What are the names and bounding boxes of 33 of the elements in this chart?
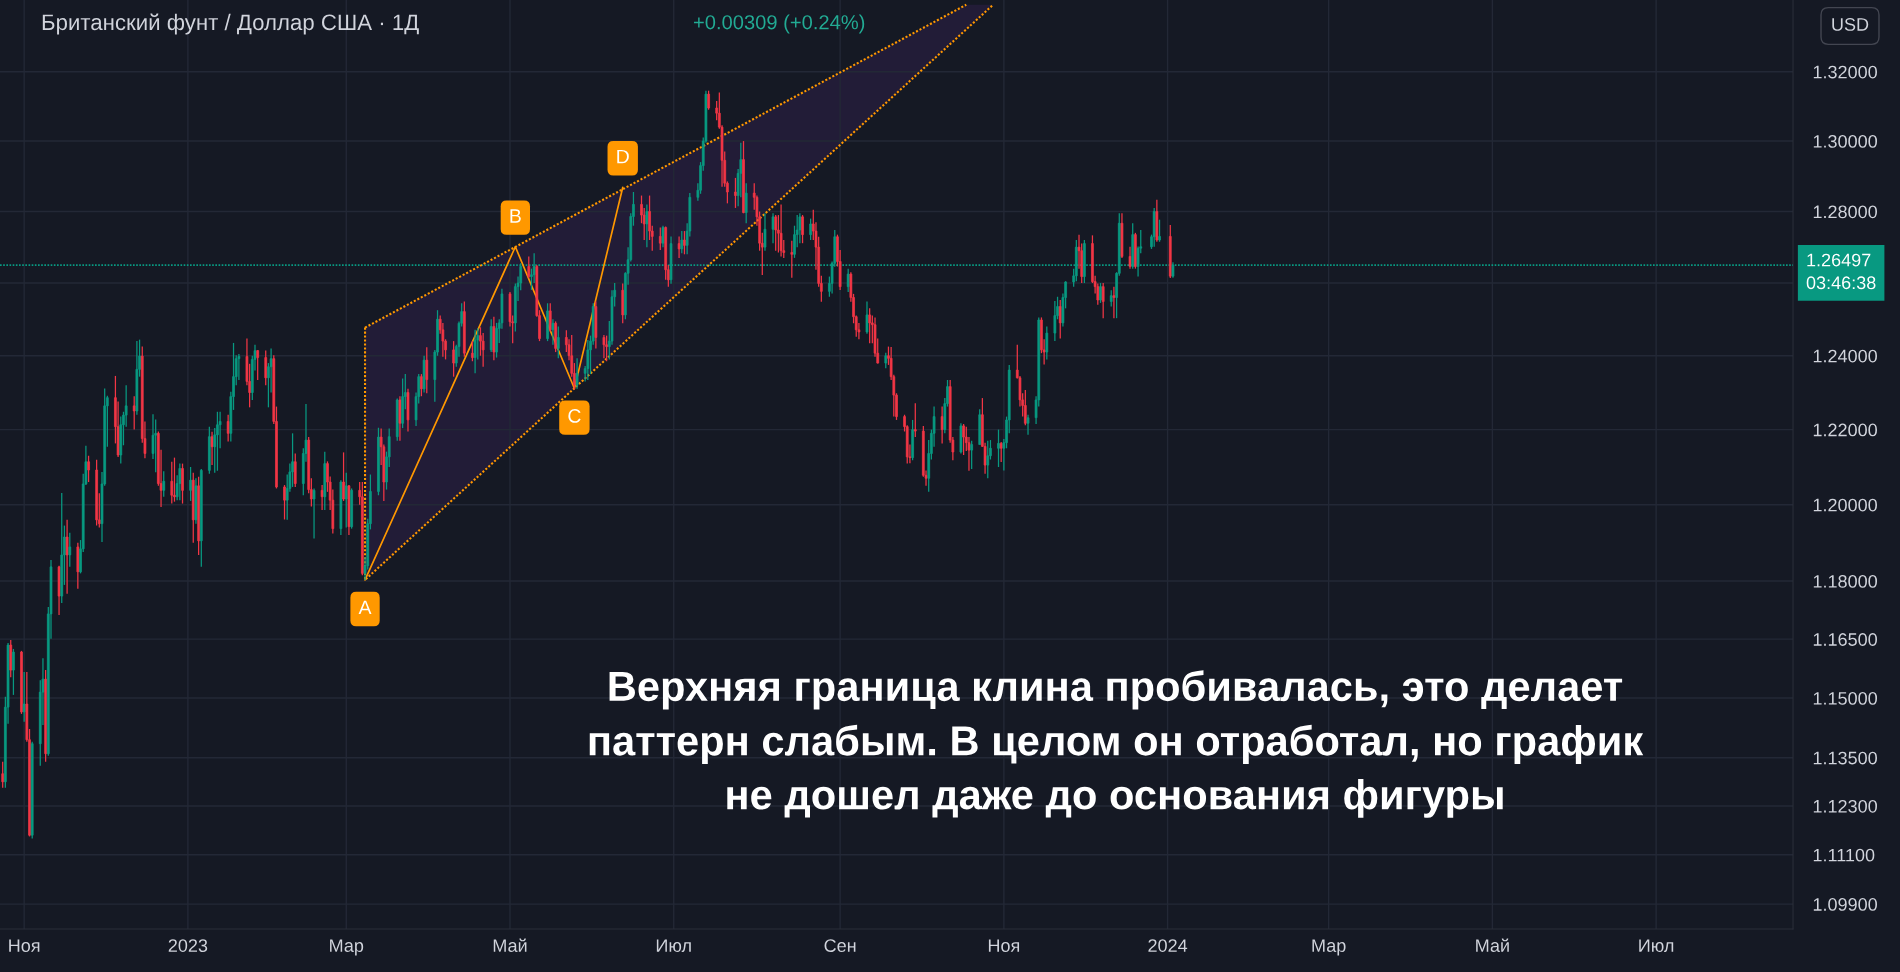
y-tick-label: 1.30000 <box>1813 135 1877 148</box>
y-tick-label: 1.32000 <box>1813 65 1877 79</box>
y-tick-label: 1.16500 <box>1813 633 1877 646</box>
text: +0.00309 (+0.24%) <box>693 14 865 34</box>
y-tick-label: 1.09900 <box>1813 898 1877 911</box>
y-tick-label: 1.18000 <box>1813 574 1877 588</box>
y-tick-label: 1.15000 <box>1813 691 1877 705</box>
x-tick-label: Мар <box>330 939 364 956</box>
annotation: A <box>358 600 372 615</box>
annotation: D <box>617 149 629 164</box>
x-tick-label: Мар <box>1312 939 1346 956</box>
y-tick-label: 1.22000 <box>1813 423 1877 437</box>
x-tick-label: Сен <box>824 939 856 952</box>
annotation: C <box>568 409 581 423</box>
y-axis-title: USD <box>1832 18 1869 31</box>
x-tick-label: Июл <box>656 939 691 952</box>
x-tick-label: 2023 <box>168 939 208 952</box>
x-tick-label: Июл <box>1639 939 1674 952</box>
x-tick-label: Май <box>1476 938 1509 952</box>
y-tick-label: 1.24000 <box>1813 349 1877 363</box>
x-tick-label: 2024 <box>1148 939 1188 952</box>
x-tick-label: Ноя <box>9 939 40 952</box>
annotation: Верхняя граница клина пробивалась, это делает паттерн слабым. В целом он отработал, но график не дошел даже до основания фигуры <box>589 670 1644 818</box>
y-tick-label: 1.20000 <box>1813 498 1877 512</box>
x-tick-label: Ноя <box>988 939 1020 952</box>
y-tick-label: 1.11100 <box>1813 848 1875 862</box>
y-tick-label: 1.13500 <box>1813 751 1877 765</box>
x-tick-label: Май <box>493 938 527 952</box>
y-tick-label: 1.28000 <box>1813 205 1877 219</box>
annotation: B <box>510 209 521 223</box>
text: Британский фунт / Доллар США · 1Д <box>42 13 419 35</box>
y-tick-label: 1.12300 <box>1813 799 1877 813</box>
ref-line-label: 1.26497 03:46:38 <box>1806 253 1876 290</box>
